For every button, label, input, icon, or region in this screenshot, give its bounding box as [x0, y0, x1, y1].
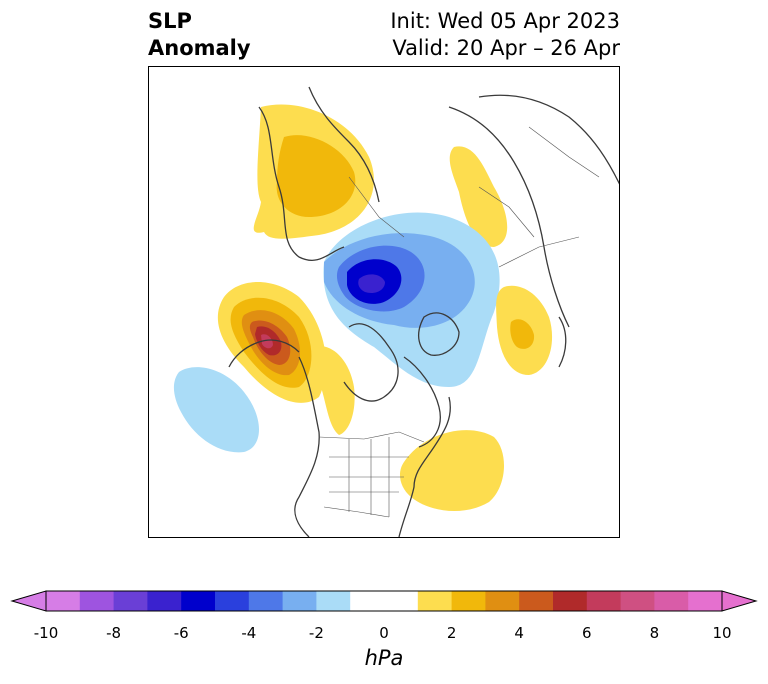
colorbar-segment	[147, 591, 182, 611]
border-asia-1	[478, 186, 535, 238]
colorbar-segment	[654, 591, 689, 611]
anomaly-region-japan-core	[510, 319, 535, 349]
coastline-europe	[258, 106, 345, 262]
border-asia-3	[498, 236, 580, 268]
colorbar-extend-low	[10, 590, 47, 612]
colorbar-segment	[79, 591, 115, 611]
colorbar-tick-label: 8	[649, 624, 660, 642]
colorbar-segment	[451, 591, 486, 611]
coastline-scandinavia	[308, 86, 380, 203]
border-us-mexico	[323, 506, 390, 518]
anomaly-region-pacific-core	[261, 334, 273, 349]
coastlines	[228, 86, 619, 537]
colorbar-segment	[485, 591, 520, 611]
colorbar-tick-label: -8	[106, 624, 122, 642]
colorbar-outline	[45, 590, 723, 612]
colorbar-segment	[46, 591, 81, 611]
title-line-2: Anomaly	[148, 36, 251, 60]
border-us-states-2	[348, 437, 390, 517]
border-russia-west	[348, 176, 405, 238]
colorbar-tick-label: 10	[712, 624, 732, 642]
anomaly-region-subtropical-pacific	[173, 367, 259, 453]
colorbar-segment	[282, 591, 317, 611]
colorbar-segment	[417, 591, 453, 611]
colorbar-tick-label: -2	[308, 624, 324, 642]
map-title: SLP Anomaly	[148, 8, 251, 62]
colorbar-segment	[215, 591, 250, 611]
colorbar-tick-label: -10	[33, 624, 59, 642]
border-us-states-1	[329, 456, 409, 493]
anomaly-fields	[173, 104, 553, 512]
anomaly-region-arctic-center	[358, 274, 385, 293]
anomaly-region-siberia	[449, 146, 508, 247]
colorbar-unit-label: hPa	[364, 646, 404, 670]
colorbar	[10, 590, 758, 612]
colorbar-segments	[46, 591, 723, 611]
colorbar-segment	[553, 591, 588, 611]
anomaly-map	[148, 66, 620, 538]
valid-range-label: Valid: 20 Apr – 26 Apr	[392, 36, 620, 60]
coastline-hudson	[403, 356, 441, 448]
colorbar-segment	[620, 591, 655, 611]
colorbar-tick-label: 6	[582, 624, 592, 642]
init-date-label: Init: Wed 05 Apr 2023	[390, 9, 620, 33]
colorbar-segment	[248, 591, 284, 611]
colorbar-segment	[688, 591, 723, 611]
colorbar-segment	[384, 591, 419, 611]
coastline-north-america-east	[398, 396, 451, 537]
colorbar-tick-label: 4	[514, 624, 524, 642]
colorbar-segment	[181, 591, 216, 611]
colorbar-segment	[519, 591, 554, 611]
anomaly-region-atlantic	[399, 430, 505, 512]
coastline-asia	[448, 106, 570, 328]
map-subtitle: Init: Wed 05 Apr 2023 Valid: 20 Apr – 26…	[390, 8, 620, 62]
colorbar-tick-label: -6	[173, 624, 189, 642]
coastline-alaska	[228, 339, 300, 368]
colorbar-tick-label: -4	[241, 624, 257, 642]
borders	[318, 126, 600, 518]
colorbar-segment	[113, 591, 148, 611]
border-asia-2	[528, 126, 600, 178]
title-line-1: SLP	[148, 9, 192, 33]
colorbar-segment	[586, 591, 622, 611]
anomaly-region-western-us	[312, 346, 355, 435]
colorbar-tick-label: 0	[379, 624, 389, 642]
border-us-canada	[318, 431, 425, 443]
colorbar-extend-high	[721, 590, 758, 612]
anomaly-region-europe-core	[276, 135, 356, 217]
coastline-far-east	[478, 94, 619, 185]
coastline-japan	[558, 316, 567, 368]
colorbar-segment	[350, 591, 385, 611]
coastline-north-america-west	[294, 356, 320, 537]
map-canvas	[173, 86, 619, 537]
colorbar-tick-label: 2	[446, 624, 457, 642]
coastline-canada-arctic	[343, 323, 399, 402]
colorbar-segment	[316, 591, 351, 611]
coastline-greenland	[418, 312, 460, 356]
